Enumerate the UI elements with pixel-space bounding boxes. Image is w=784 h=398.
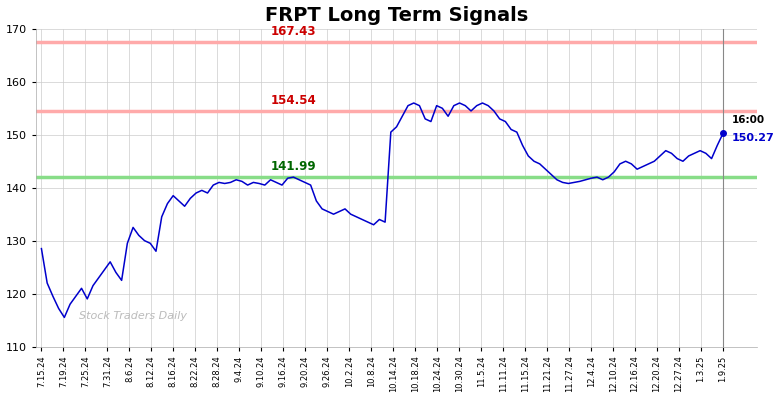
Text: 167.43: 167.43 bbox=[270, 25, 316, 38]
Text: 141.99: 141.99 bbox=[270, 160, 316, 173]
Text: 16:00: 16:00 bbox=[731, 115, 764, 125]
Title: FRPT Long Term Signals: FRPT Long Term Signals bbox=[265, 6, 528, 25]
Text: 154.54: 154.54 bbox=[270, 94, 316, 107]
Text: Stock Traders Daily: Stock Traders Daily bbox=[79, 311, 187, 321]
Text: 150.27: 150.27 bbox=[731, 133, 775, 143]
